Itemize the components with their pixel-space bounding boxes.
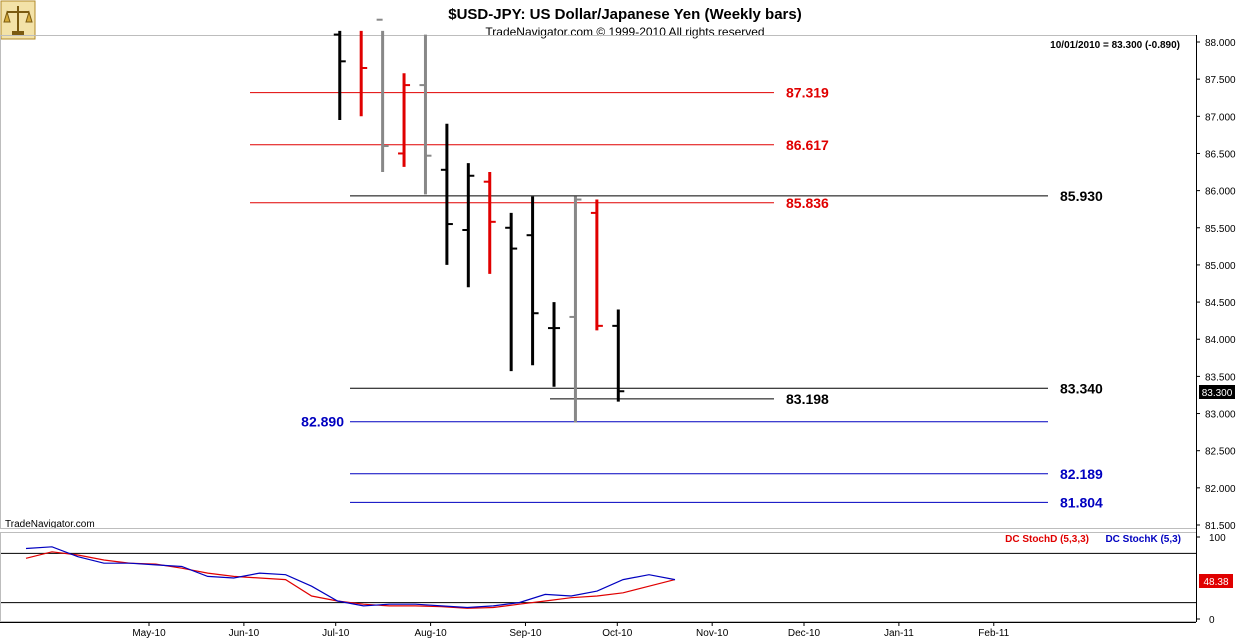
- y-tick-label: 85.500: [1205, 224, 1236, 235]
- y-tick-label: 87.000: [1205, 112, 1236, 123]
- y-tick-label: 81.500: [1205, 521, 1236, 532]
- level-label: 87.319: [786, 85, 829, 101]
- legend-stoch-k: DC StochK (5,3): [1105, 534, 1181, 545]
- support-resistance-levels: 87.319 86.617 85.836 85.930 83.340 83.198 82.8…: [250, 85, 1103, 510]
- indicator-plot-frame: [0, 532, 1197, 622]
- y-tick-label: 86.500: [1205, 149, 1236, 160]
- x-tick-label: Jan-11: [884, 628, 914, 639]
- date-x-axis: May-10 Jun-10 Jul-10 Aug-10 Sep-10 Oct-10 Nov-…: [132, 622, 1010, 639]
- y-tick-label: 83.500: [1205, 372, 1236, 383]
- y-tick-label: 84.500: [1205, 298, 1236, 309]
- stoch-y-tick-label: 100: [1209, 533, 1226, 544]
- current-price-label: 83.300: [1202, 388, 1233, 399]
- x-tick-label: Feb-11: [978, 628, 1009, 639]
- level-label: 85.836: [786, 195, 829, 211]
- y-tick-label: 82.000: [1205, 484, 1236, 495]
- x-tick-label: Jul-10: [322, 628, 350, 639]
- x-tick-label: Dec-10: [788, 628, 821, 639]
- current-price-tag: [1199, 385, 1235, 399]
- y-tick-label: 88.000: [1205, 38, 1236, 49]
- current-stoch-tag: [1199, 574, 1233, 588]
- level-label: 83.340: [1060, 380, 1103, 396]
- x-tick-label: Aug-10: [414, 628, 447, 639]
- scale-logo-icon: [0, 0, 36, 40]
- y-tick-label: 85.000: [1205, 261, 1236, 272]
- level-label: 81.804: [1060, 494, 1103, 510]
- level-label: 86.617: [786, 137, 829, 153]
- level-label: 82.890: [301, 414, 344, 430]
- watermark: TradeNavigator.com: [5, 519, 95, 530]
- last-value-note: 10/01/2010 = 83.300 (-0.890): [1050, 40, 1180, 51]
- x-tick-label: Oct-10: [602, 628, 632, 639]
- y-tick-label: 82.500: [1205, 447, 1236, 458]
- y-tick-label: 84.000: [1205, 335, 1236, 346]
- x-tick-label: Nov-10: [696, 628, 729, 639]
- x-tick-label: Sep-10: [509, 628, 542, 639]
- x-tick-label: May-10: [132, 628, 166, 639]
- stoch-y-tick-label: 0: [1209, 615, 1215, 626]
- current-stoch-label: 48.38: [1203, 577, 1228, 588]
- legend-stoch-d: DC StochD (5,3,3): [1005, 534, 1089, 545]
- level-label: 82.189: [1060, 466, 1103, 482]
- copyright-subtitle: TradeNavigator.com © 1999-2010 All right…: [485, 25, 764, 39]
- price-y-axis: 88.000 87.500 87.000 86.500 86.000 85.500 85.0…: [1196, 38, 1236, 532]
- level-label: 85.930: [1060, 188, 1103, 204]
- stochastic-indicator: 100 0: [1, 533, 1226, 626]
- level-label: 83.198: [786, 391, 829, 407]
- chart-title: $USD-JPY: US Dollar/Japanese Yen (Weekly…: [448, 6, 801, 23]
- y-tick-label: 83.000: [1205, 410, 1236, 421]
- y-tick-label: 86.000: [1205, 187, 1236, 198]
- price-plot-frame: [0, 35, 1197, 529]
- x-tick-label: Jun-10: [229, 628, 260, 639]
- y-tick-label: 87.500: [1205, 75, 1236, 86]
- stoch-series-line: [25, 546, 676, 609]
- ohlc-bars: [333, 18, 625, 423]
- stoch-series-line: [25, 551, 676, 609]
